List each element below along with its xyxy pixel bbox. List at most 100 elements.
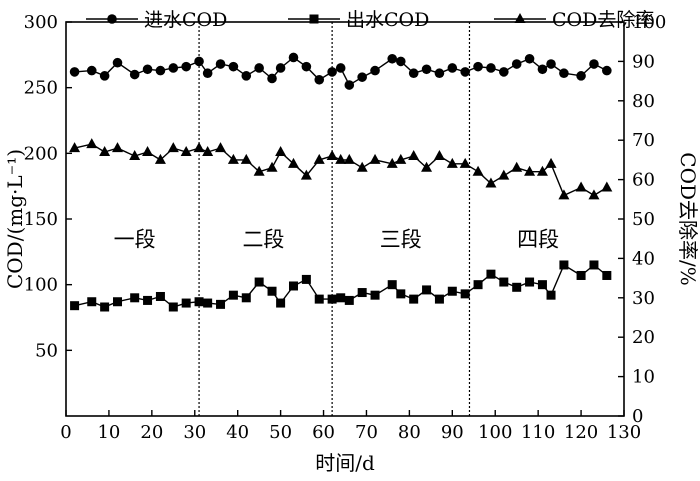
point-triangle (253, 165, 265, 176)
point-square (357, 288, 367, 298)
point-triangle (180, 146, 192, 157)
point-square (387, 280, 397, 290)
point-circle (241, 71, 252, 81)
point-circle (275, 63, 286, 73)
x-tick-label: 110 (521, 422, 555, 443)
point-square (155, 291, 165, 301)
point-circle (473, 61, 483, 72)
x-tick-label: 80 (398, 422, 421, 443)
point-triangle (498, 169, 510, 180)
left-y-tick-label: 200 (24, 143, 58, 164)
point-circle (327, 67, 337, 77)
point-triangle (472, 165, 484, 176)
series-triangle (69, 138, 613, 200)
point-square (216, 299, 226, 309)
point-circle (288, 52, 299, 63)
x-tick-label: 20 (140, 422, 163, 443)
point-triangle (99, 146, 111, 157)
point-circle (155, 65, 166, 76)
point-triangle (511, 161, 523, 172)
point-square (499, 277, 509, 287)
point-triangle (408, 149, 420, 160)
point-triangle (395, 153, 407, 164)
left-y-tick-label: 50 (35, 340, 58, 361)
point-circle (370, 65, 380, 76)
point-square (602, 270, 612, 280)
point-circle (546, 59, 556, 69)
stage-label: 三段 (380, 228, 422, 252)
left-y-axis-title: COD/(mg·L⁻¹) (3, 149, 27, 289)
right-y-tick-label: 20 (632, 327, 655, 348)
series-layer (69, 52, 613, 312)
point-circle (86, 65, 97, 76)
point-square (309, 14, 319, 24)
point-circle (314, 74, 325, 85)
series-circle (69, 52, 612, 90)
point-square (460, 289, 470, 299)
point-square (344, 295, 354, 305)
legend-label: 进水COD (144, 9, 227, 31)
point-circle (537, 64, 548, 75)
point-circle (254, 63, 264, 73)
point-triangle (433, 149, 445, 160)
point-triangle (575, 181, 587, 192)
right-y-tick-label: 60 (632, 170, 655, 191)
point-triangle (514, 13, 526, 23)
point-square (314, 294, 324, 304)
point-triangle (112, 142, 124, 153)
point-triangle (558, 189, 570, 200)
point-square (576, 270, 586, 280)
point-triangle (193, 142, 205, 153)
point-square (100, 302, 110, 312)
point-circle (142, 64, 153, 75)
right-y-tick-label: 40 (632, 248, 655, 269)
point-triangle (601, 181, 613, 192)
left-y-tick-label: 300 (24, 12, 58, 33)
point-square (327, 294, 337, 304)
x-axis-title: 时间/d (315, 451, 375, 475)
point-triangle (326, 149, 338, 160)
point-square (228, 290, 238, 300)
point-square (396, 289, 406, 299)
series-line (74, 143, 608, 197)
point-square (537, 280, 547, 290)
point-circle (602, 65, 612, 76)
left-y-tick-label: 150 (24, 209, 58, 230)
point-triangle (202, 146, 214, 157)
point-triangle (86, 138, 98, 149)
x-tick-label: 70 (355, 422, 378, 443)
right-y-tick-label: 0 (632, 406, 643, 427)
x-tick-label: 30 (183, 422, 206, 443)
legend: 进水COD 出水COD COD去除率 (86, 9, 654, 31)
point-circle (99, 71, 110, 81)
stage-dividers (198, 22, 471, 416)
point-triangle (446, 157, 458, 168)
point-square (181, 298, 191, 308)
point-triangle (275, 146, 287, 157)
left-y-tick-label: 100 (24, 275, 58, 296)
point-triangle (536, 165, 548, 176)
point-triangle (313, 153, 325, 164)
right-y-tick-label: 30 (632, 288, 655, 309)
point-circle (486, 63, 496, 73)
point-circle (228, 61, 239, 72)
x-tick-label: 40 (226, 422, 249, 443)
point-triangle (154, 153, 166, 164)
point-circle (168, 63, 179, 73)
point-triangle (142, 146, 154, 157)
x-tick-label: 100 (478, 422, 512, 443)
point-circle (129, 69, 140, 80)
point-circle (357, 72, 367, 82)
point-triangle (343, 153, 355, 164)
point-circle (460, 67, 470, 77)
point-circle (576, 71, 586, 81)
point-square (409, 294, 419, 304)
point-square (267, 286, 277, 296)
right-y-tick-label: 70 (632, 130, 655, 151)
point-square (447, 286, 457, 296)
left-y-tick-label: 250 (24, 78, 58, 99)
right-y-axis-title: COD去除率/% (676, 152, 700, 285)
point-square (276, 298, 286, 308)
point-triangle (459, 157, 471, 168)
legend-item: 进水COD (86, 9, 227, 31)
